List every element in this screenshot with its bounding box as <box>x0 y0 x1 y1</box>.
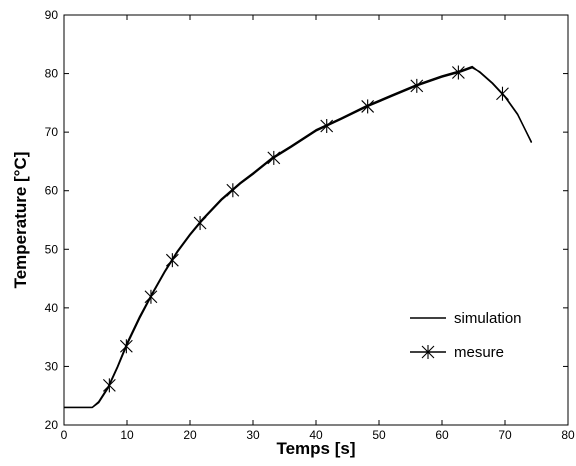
marker-mesure <box>410 78 424 93</box>
marker-mesure <box>119 339 133 354</box>
series-layer <box>64 65 533 409</box>
marker-mesure <box>144 289 158 304</box>
marker-mesure <box>226 183 240 198</box>
legend-simulation-label: simulation <box>454 310 522 327</box>
x-tick-label: 20 <box>183 428 197 442</box>
marker-mesure <box>193 216 207 231</box>
marker-mesure <box>496 86 509 101</box>
marker-mesure <box>320 118 334 133</box>
x-axis-label: Temps [s] <box>276 439 355 458</box>
y-tick-label: 50 <box>45 242 59 256</box>
y-tick-label: 90 <box>45 8 59 22</box>
y-axis-label: Temperature [°C] <box>11 152 30 289</box>
marker-mesure <box>267 150 281 165</box>
plot-area <box>63 14 569 426</box>
x-tick-label: 80 <box>561 428 575 442</box>
x-tick-label: 70 <box>498 428 512 442</box>
x-tick-label: 60 <box>435 428 449 442</box>
y-tick-label: 70 <box>45 125 59 139</box>
x-tick-label: 0 <box>61 428 68 442</box>
marker-mesure <box>102 378 116 393</box>
x-tick-label: 40 <box>309 428 323 442</box>
marker-mesure <box>165 253 179 268</box>
y-tick-label: 20 <box>45 418 59 432</box>
y-tick-label: 30 <box>45 359 59 373</box>
marker-mesure <box>451 65 465 80</box>
x-tick-label: 50 <box>372 428 386 442</box>
marker-mesure <box>361 99 375 114</box>
series-line-mesure <box>64 66 533 409</box>
legend-mesure-marker <box>421 345 435 359</box>
x-tick-label: 30 <box>246 428 260 442</box>
y-tick-label: 40 <box>45 301 59 315</box>
plot-frame <box>63 14 569 426</box>
axis-ticks: 0 10 20 30 40 50 60 70 80 20 30 40 50 60 70 80 90 <box>45 8 575 442</box>
legend-mesure-label: mesure <box>454 344 504 361</box>
y-tick-label: 60 <box>45 184 59 198</box>
x-tick-label: 10 <box>120 428 134 442</box>
y-tick-label: 80 <box>45 67 59 81</box>
legend: simulation mesure <box>410 310 522 361</box>
